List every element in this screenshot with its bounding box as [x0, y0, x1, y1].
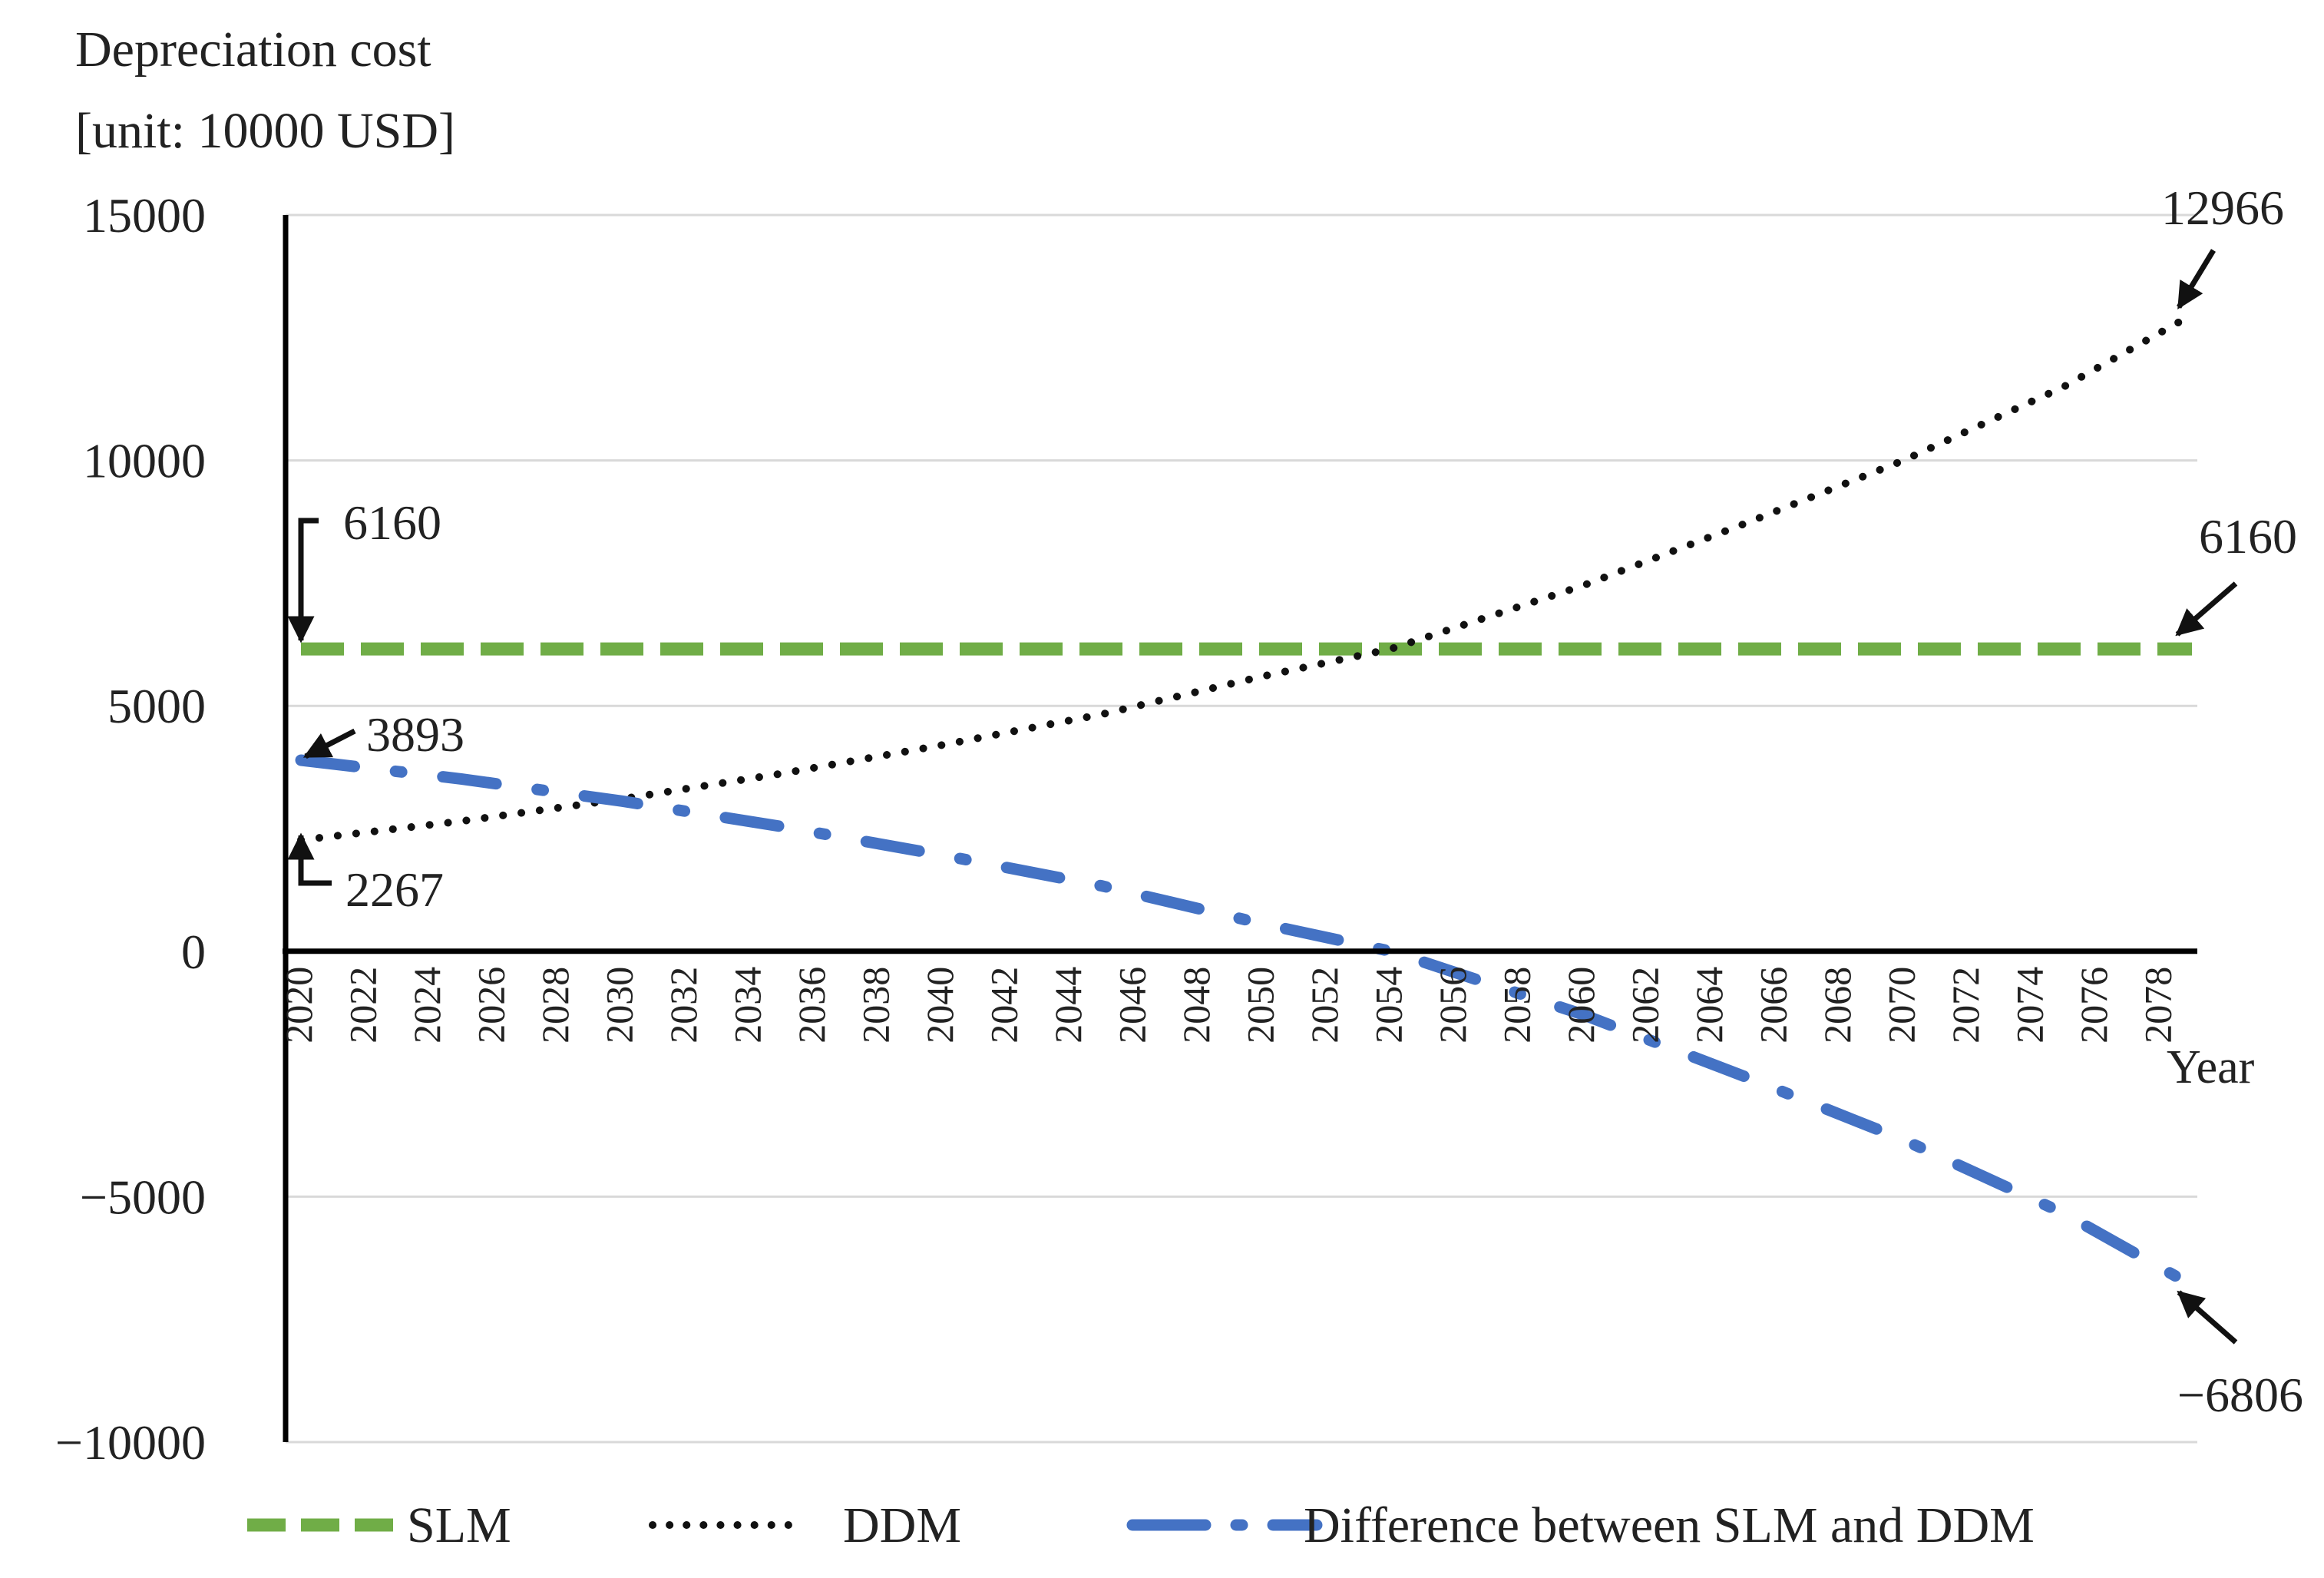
x-tick-label: 2024: [405, 967, 448, 1044]
x-tick-label: 2064: [1688, 967, 1731, 1044]
x-tick-label: 2072: [1944, 967, 1987, 1044]
y-tick-label: −10000: [55, 1415, 206, 1470]
y-axis-title-line2: [unit: 10000 USD]: [75, 103, 455, 159]
annotation-label: 6160: [343, 495, 441, 550]
x-tick-label: 2070: [1879, 967, 1922, 1044]
axes: [283, 215, 2197, 1442]
x-tick-label: 2054: [1367, 967, 1410, 1044]
series-lines: [295, 311, 2198, 1292]
x-tick-label: 2066: [1751, 967, 1794, 1044]
x-tick-label: 2074: [2008, 967, 2051, 1044]
annotation-label: 3893: [366, 707, 464, 762]
x-tick-label: 2032: [662, 967, 705, 1044]
annotation-label: 2267: [345, 862, 444, 917]
annotation-arrow: [287, 518, 319, 643]
legend-label: Difference between SLM and DDM: [1304, 1497, 2035, 1553]
x-tick-label: 2060: [1559, 967, 1602, 1044]
y-axis-ticks: 15000 10000 5000 0 −5000 −10000: [55, 188, 206, 1470]
annotations: 6160 3893 2267 12966 6160 −6806: [287, 180, 2303, 1422]
x-tick-label: 2052: [1303, 967, 1346, 1044]
x-tick-label: 2028: [534, 967, 577, 1044]
x-tick-label: 2020: [277, 967, 320, 1044]
x-tick-label: 2046: [1110, 967, 1153, 1044]
y-axis-title-line1: Depreciation cost: [75, 22, 431, 78]
x-tick-label: 2030: [597, 967, 640, 1044]
x-tick-label: 2068: [1816, 967, 1859, 1044]
x-axis-ticks: 2020 2022 2024 2026 2028 2030 2032 2034 2036 2038…: [277, 967, 2179, 1044]
x-tick-label: 2050: [1238, 967, 1281, 1044]
x-tick-label: 2036: [790, 967, 833, 1044]
annotation-label: 12966: [2161, 180, 2284, 235]
x-axis-title: Year: [2167, 1041, 2255, 1093]
y-tick-label: 5000: [107, 679, 206, 733]
x-tick-label: 2042: [982, 967, 1025, 1044]
x-tick-label: 2078: [2136, 967, 2179, 1044]
annotation-arrow: [302, 728, 356, 759]
x-tick-label: 2034: [726, 967, 769, 1044]
gridlines: [286, 213, 2197, 1444]
annotation-arrow: [2175, 581, 2238, 637]
annotation-label: −6806: [2177, 1368, 2303, 1422]
legend: SLM DDM Difference between SLM and DDM: [247, 1497, 2035, 1553]
legend-label: DDM: [843, 1497, 961, 1553]
legend-label: SLM: [407, 1497, 511, 1553]
y-tick-label: 15000: [83, 188, 206, 243]
series-line-ddm: [297, 311, 2196, 844]
annotation-arrow: [287, 832, 332, 886]
annotation-arrow: [2177, 249, 2216, 309]
x-tick-label: 2062: [1623, 967, 1666, 1044]
series-line-difference: [295, 754, 2198, 1292]
x-tick-label: 2058: [1495, 967, 1538, 1044]
x-tick-label: 2040: [918, 967, 961, 1044]
y-tick-label: −5000: [80, 1169, 206, 1224]
x-tick-label: 2076: [2072, 967, 2115, 1044]
x-tick-label: 2044: [1046, 967, 1089, 1044]
y-tick-label: 0: [181, 925, 206, 979]
x-tick-label: 2048: [1175, 967, 1218, 1044]
x-tick-label: 2038: [854, 967, 897, 1044]
x-tick-label: 2022: [341, 967, 384, 1044]
x-tick-label: 2056: [1431, 967, 1474, 1044]
annotation-label: 6160: [2199, 509, 2297, 564]
annotation-arrow: [2177, 1290, 2238, 1345]
x-tick-label: 2026: [469, 967, 512, 1044]
y-tick-label: 10000: [83, 434, 206, 488]
